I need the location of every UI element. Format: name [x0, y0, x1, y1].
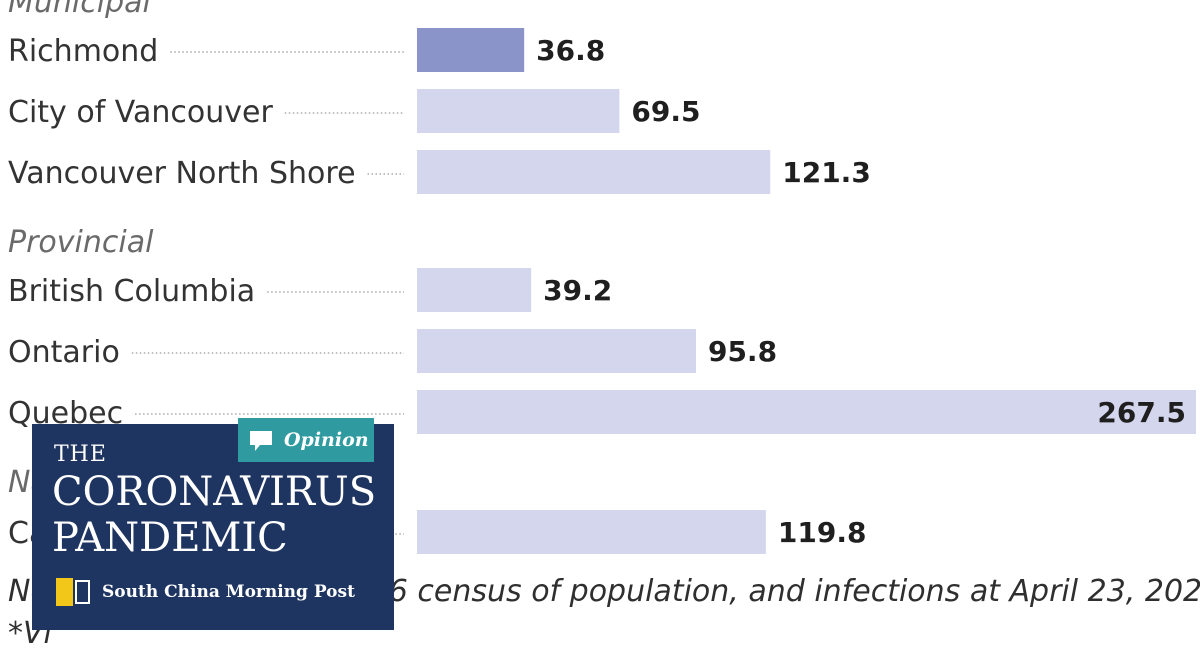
- value-label: 267.5: [1097, 396, 1186, 429]
- badge-the: THE: [54, 442, 107, 467]
- value-label: 95.8: [708, 335, 777, 368]
- category-label: City of Vancouver: [8, 95, 273, 130]
- badge-title-line-1: CORONAVIRUS: [52, 469, 377, 515]
- category-label: British Columbia: [8, 274, 255, 309]
- badge-title-line-2: PANDEMIC: [52, 515, 288, 561]
- bar: [417, 89, 620, 133]
- bar: [417, 28, 525, 72]
- value-label: 121.3: [782, 156, 871, 189]
- value-label: 36.8: [536, 34, 605, 67]
- value-label: 119.8: [778, 516, 867, 549]
- group-label: Municipal: [8, 0, 152, 20]
- bar: [417, 150, 771, 194]
- bar: [417, 510, 766, 554]
- scmp-logo-icon: [56, 578, 92, 606]
- opinion-tag[interactable]: Opinion: [238, 418, 374, 462]
- bar: [417, 390, 1196, 434]
- category-label: Richmond: [8, 34, 158, 69]
- category-label: Vancouver North Shore: [8, 156, 356, 191]
- chart-note-line-1: No 6 census of population, and infections…: [8, 574, 1200, 609]
- publisher-name: South China Morning Post: [102, 582, 355, 602]
- publisher-logo[interactable]: South China Morning Post: [56, 578, 355, 606]
- value-label: 69.5: [631, 95, 700, 128]
- group-label: Provincial: [8, 225, 154, 260]
- coronavirus-pandemic-badge[interactable]: THE CORONAVIRUS PANDEMIC: [32, 424, 394, 630]
- bar-chart: Municipal Richmond 36.8 City of Vancouver 69…: [8, 0, 1196, 554]
- opinion-label: Opinion: [284, 429, 369, 451]
- category-label: Ontario: [8, 335, 120, 370]
- bar: [417, 329, 696, 373]
- bar: [417, 268, 532, 312]
- value-label: 39.2: [543, 274, 612, 307]
- speech-bubble-icon: [248, 429, 274, 451]
- note-fragment-right: 6 census of population, and infections a…: [388, 574, 1200, 609]
